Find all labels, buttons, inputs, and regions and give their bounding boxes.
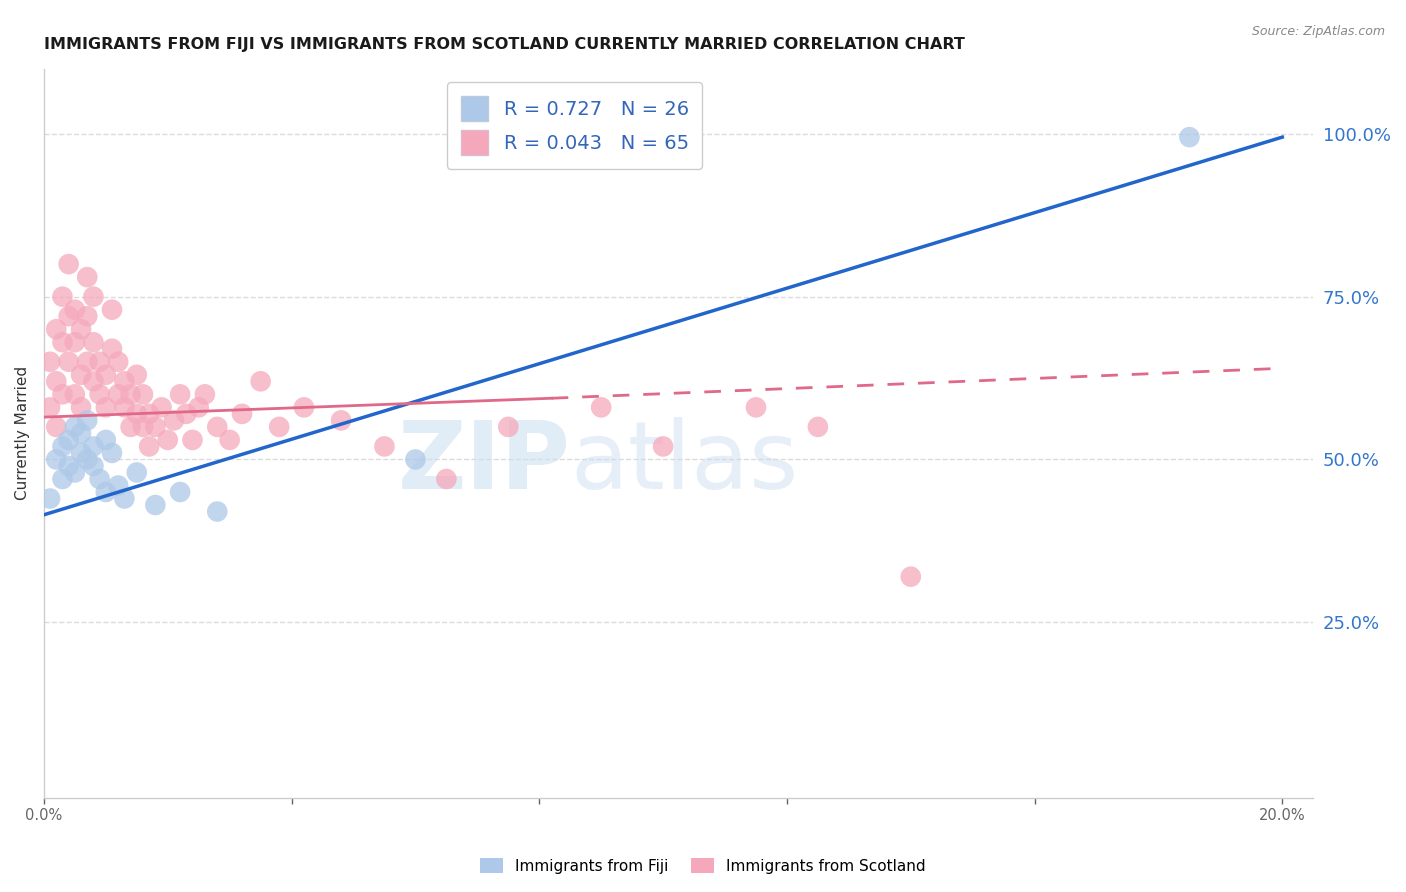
Point [194, 387, 217, 401]
Point [70, 401, 93, 415]
Point [112, 491, 135, 506]
Point [132, 420, 155, 434]
Point [207, 420, 229, 434]
Legend: Immigrants from Fiji, Immigrants from Scotland: Immigrants from Fiji, Immigrants from Sc… [474, 852, 932, 880]
Point [181, 433, 204, 447]
Point [107, 387, 129, 401]
Point [45, 322, 67, 336]
Point [45, 420, 67, 434]
Point [900, 569, 922, 583]
Point [89, 472, 111, 486]
Point [163, 413, 186, 427]
Point [404, 452, 426, 467]
Text: atlas: atlas [571, 417, 799, 508]
Point [143, 420, 166, 434]
Point [63, 335, 86, 350]
Point [94, 401, 117, 415]
Point [63, 466, 86, 480]
Point [58, 458, 80, 473]
Point [51, 290, 73, 304]
Point [51, 335, 73, 350]
Point [120, 387, 142, 401]
Point [51, 387, 73, 401]
Point [70, 368, 93, 382]
Point [187, 401, 209, 415]
Point [330, 413, 353, 427]
Point [82, 335, 104, 350]
Point [125, 466, 148, 480]
Point [498, 420, 520, 434]
Point [101, 302, 124, 317]
Point [107, 478, 129, 492]
Point [58, 257, 80, 271]
Point [58, 309, 80, 323]
Point [82, 458, 104, 473]
Point [76, 413, 98, 427]
Point [70, 446, 93, 460]
Point [89, 387, 111, 401]
Point [807, 420, 830, 434]
Point [207, 504, 229, 518]
Point [70, 322, 93, 336]
Text: IMMIGRANTS FROM FIJI VS IMMIGRANTS FROM SCOTLAND CURRENTLY MARRIED CORRELATION C: IMMIGRANTS FROM FIJI VS IMMIGRANTS FROM … [44, 37, 965, 53]
Point [94, 368, 117, 382]
Point [101, 446, 124, 460]
Point [70, 426, 93, 441]
Point [156, 433, 179, 447]
Point [652, 439, 675, 453]
Point [169, 387, 191, 401]
Point [138, 439, 160, 453]
Point [169, 485, 191, 500]
Point [39, 401, 62, 415]
Point [373, 439, 395, 453]
Point [1178, 130, 1201, 145]
Point [591, 401, 613, 415]
Point [63, 420, 86, 434]
Point [112, 401, 135, 415]
Point [82, 290, 104, 304]
Point [89, 355, 111, 369]
Point [63, 387, 86, 401]
Point [218, 433, 240, 447]
Point [745, 401, 768, 415]
Point [94, 485, 117, 500]
Point [76, 309, 98, 323]
Point [76, 270, 98, 285]
Point [269, 420, 291, 434]
Y-axis label: Currently Married: Currently Married [15, 367, 30, 500]
Point [132, 387, 155, 401]
Point [138, 407, 160, 421]
Text: ZIP: ZIP [398, 417, 571, 508]
Point [45, 452, 67, 467]
Point [82, 374, 104, 388]
Point [112, 374, 135, 388]
Point [45, 374, 67, 388]
Point [249, 374, 271, 388]
Point [39, 355, 62, 369]
Point [434, 472, 457, 486]
Point [94, 433, 117, 447]
Point [82, 439, 104, 453]
Point [125, 368, 148, 382]
Point [292, 401, 315, 415]
Point [63, 302, 86, 317]
Point [51, 439, 73, 453]
Point [58, 355, 80, 369]
Point [107, 355, 129, 369]
Point [150, 401, 173, 415]
Point [51, 472, 73, 486]
Legend: R = 0.727   N = 26, R = 0.043   N = 65: R = 0.727 N = 26, R = 0.043 N = 65 [447, 82, 702, 169]
Text: Source: ZipAtlas.com: Source: ZipAtlas.com [1251, 25, 1385, 38]
Point [76, 355, 98, 369]
Point [101, 342, 124, 356]
Point [120, 420, 142, 434]
Point [58, 433, 80, 447]
Point [39, 491, 62, 506]
Point [76, 452, 98, 467]
Point [125, 407, 148, 421]
Point [143, 498, 166, 512]
Point [176, 407, 198, 421]
Point [231, 407, 253, 421]
